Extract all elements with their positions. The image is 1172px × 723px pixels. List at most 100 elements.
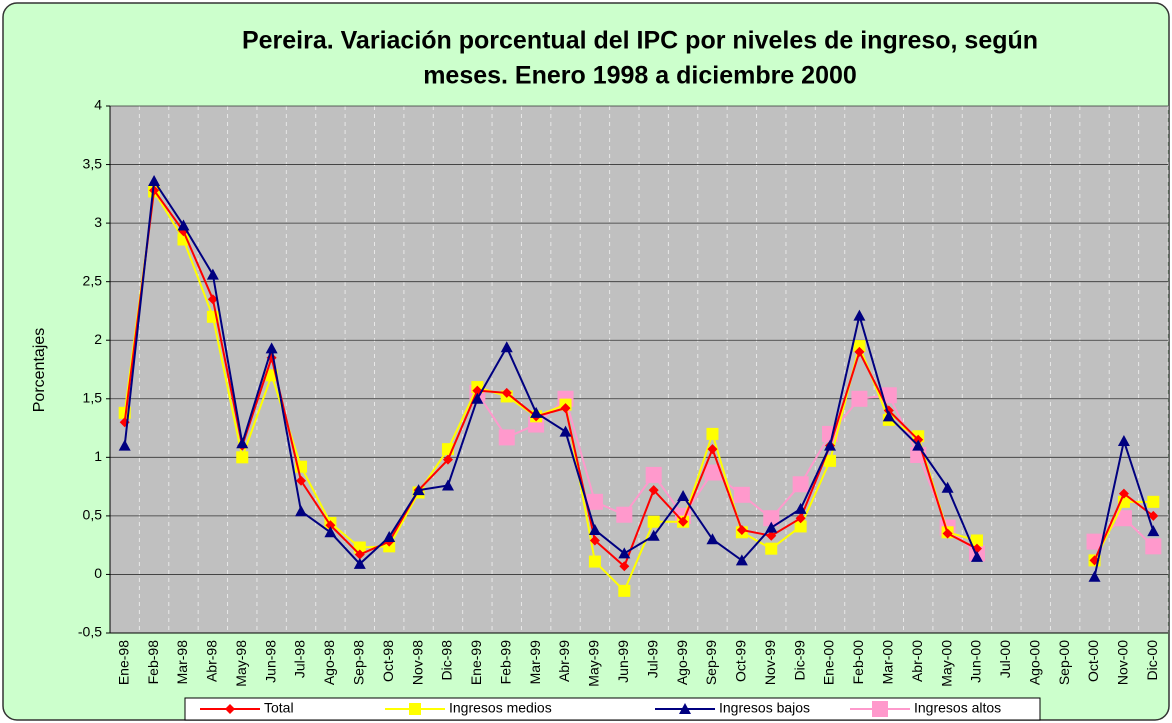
marker [559,425,572,437]
x-tick-label: Ago-98 [321,640,337,685]
x-tick-label: Jul-98 [292,640,308,678]
marker [295,505,308,517]
marker [765,542,778,555]
marker [1086,533,1103,550]
marker [942,528,953,539]
x-tick-label: May-00 [938,640,954,687]
marker [795,513,806,524]
chart-title: meses. Enero 1998 a diciembre 2000 [423,62,857,90]
x-tick-label: Ago-00 [1026,640,1042,685]
marker [706,533,719,545]
marker [618,547,631,559]
marker [678,516,689,527]
x-tick-label: Mar-99 [527,640,543,685]
x-tick-label: Jun-98 [262,640,278,683]
x-tick-label: Jul-99 [644,640,660,678]
marker [1117,434,1130,446]
marker [707,444,718,455]
marker [619,561,630,572]
marker [794,520,807,533]
marker [1145,538,1162,555]
marker [647,515,660,528]
marker [704,464,721,481]
x-tick-label: May-98 [233,640,249,687]
marker [588,523,601,535]
legend-label: Ingresos altos [914,700,1001,716]
y-tick-label: 4 [94,97,102,113]
marker [647,529,660,541]
y-tick-label: 0,5 [83,507,103,523]
marker [679,703,691,714]
marker [500,341,513,353]
marker [853,309,866,321]
marker [851,390,868,407]
y-tick-label: -0,5 [78,624,102,640]
x-tick-label: Oct-98 [380,640,396,682]
y-tick-label: 0 [94,565,102,581]
marker [792,476,809,493]
marker [325,520,336,531]
marker [265,342,278,354]
marker [118,439,131,451]
y-tick-label: 1,5 [83,389,103,405]
marker [733,486,750,503]
x-tick-label: Jul-00 [997,640,1013,678]
x-tick-label: Ene-99 [468,640,484,685]
marker [207,294,218,305]
x-tick-label: Nov-99 [762,640,778,685]
marker [1147,495,1160,508]
marker [1147,525,1160,537]
marker [736,524,747,535]
marker [383,530,396,542]
x-tick-label: Nov-00 [1115,640,1131,685]
marker [941,481,954,493]
x-tick-label: Abr-00 [909,640,925,682]
marker [1118,488,1129,499]
x-tick-label: Abr-98 [204,640,220,682]
marker [324,526,337,538]
legend-label: Ingresos bajos [719,700,810,716]
marker [882,410,895,422]
legend-label: Ingresos medios [449,700,552,716]
marker [501,387,512,398]
marker [765,521,778,533]
marker [970,550,983,562]
x-tick-label: Jun-00 [968,640,984,683]
x-tick-label: Ago-99 [674,640,690,685]
marker [588,555,601,568]
y-tick-label: 2 [94,331,102,347]
marker [677,489,690,501]
marker [618,584,631,597]
marker [236,437,249,449]
x-tick-label: Sep-98 [351,640,367,685]
marker [1115,510,1132,527]
marker [530,406,543,418]
y-tick-label: 3 [94,214,102,230]
marker [645,466,662,483]
marker [148,174,161,186]
x-tick-label: Oct-99 [733,640,749,682]
marker [1148,510,1159,521]
x-tick-label: Ene-98 [115,640,131,685]
x-tick-label: May-99 [586,640,602,687]
marker [354,549,365,560]
x-tick-label: Mar-00 [880,640,896,685]
x-tick-label: Ene-00 [821,640,837,685]
marker [498,429,515,446]
y-tick-label: 3,5 [83,155,103,171]
marker [586,493,603,510]
marker [149,185,160,196]
marker [409,703,421,715]
marker [412,484,425,496]
marker [853,340,866,353]
marker [471,392,484,404]
x-tick-label: Feb-99 [497,640,513,685]
marker [735,554,748,566]
marker [616,506,633,523]
x-tick-label: Feb-00 [850,640,866,685]
marker [872,701,888,717]
marker [794,502,807,514]
marker [225,704,235,714]
marker [296,475,307,486]
